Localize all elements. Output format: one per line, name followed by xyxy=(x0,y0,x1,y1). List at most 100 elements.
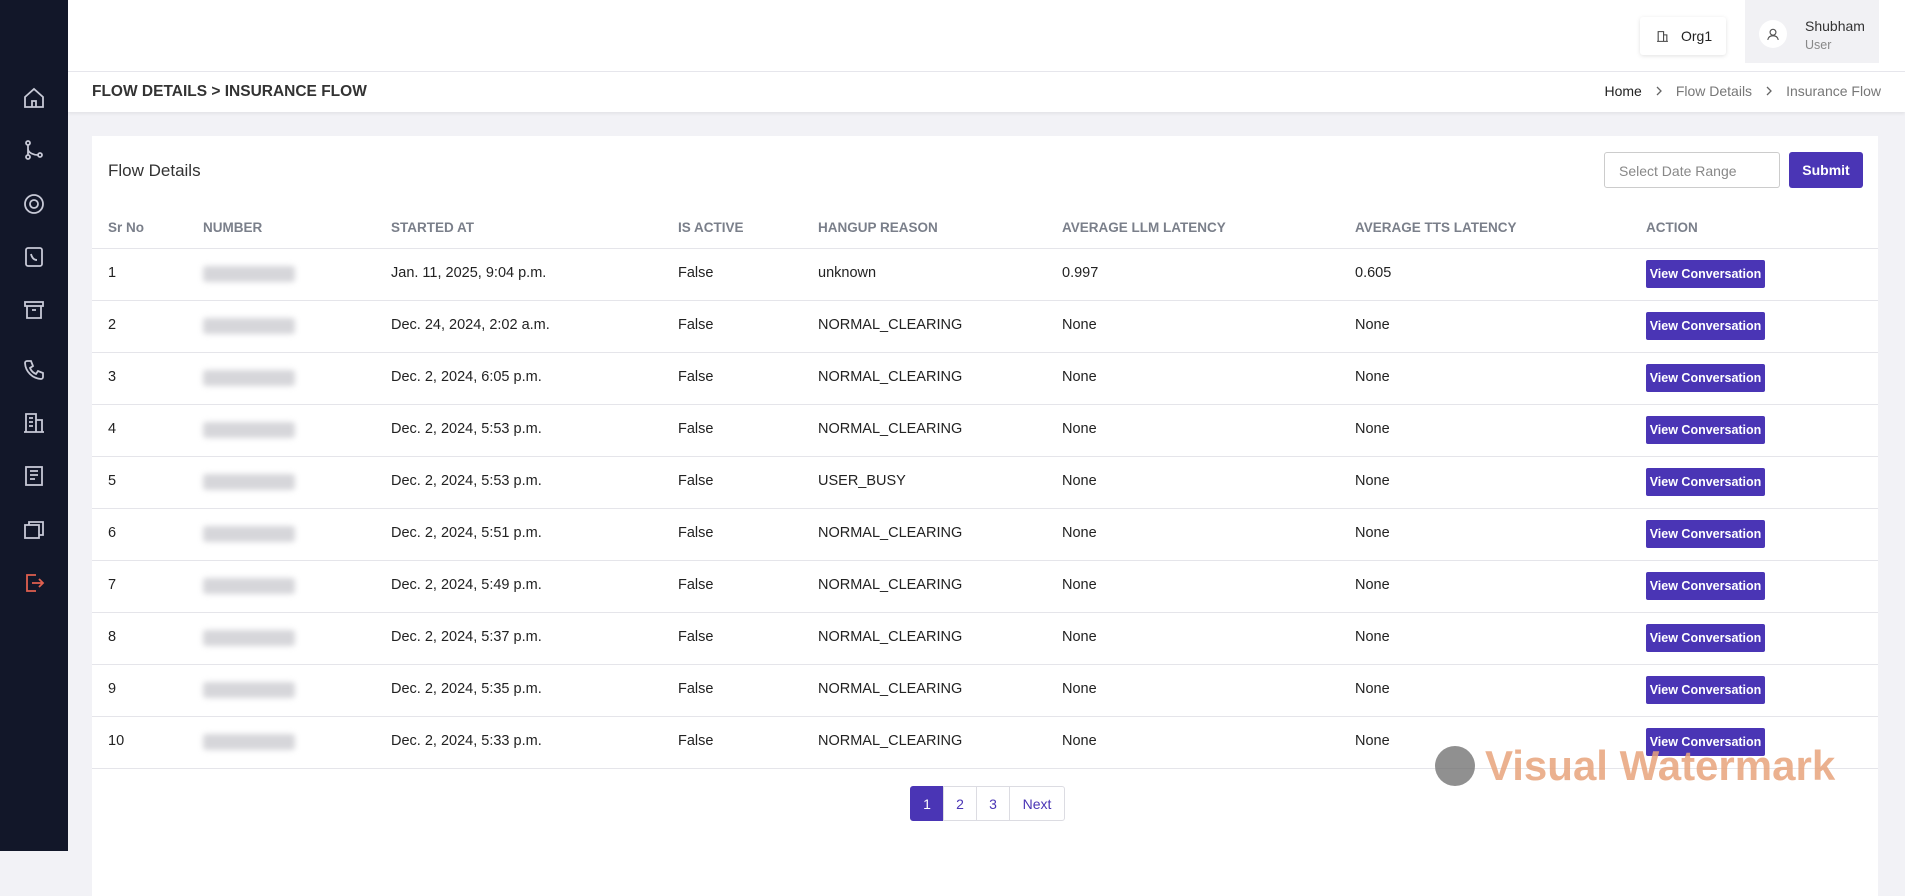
table-cell: 9 xyxy=(108,681,117,697)
watermark-text: Visual Watermark xyxy=(1485,742,1836,789)
table-cell: None xyxy=(1355,629,1390,645)
redacted-number xyxy=(203,734,295,750)
phone-icon[interactable] xyxy=(22,358,46,382)
view-conversation-button[interactable]: View Conversation xyxy=(1646,728,1765,756)
table-cell: 0.605 xyxy=(1355,265,1392,281)
breadcrumb-item: Insurance Flow xyxy=(1786,83,1881,99)
redacted-number xyxy=(203,318,295,334)
breadcrumb: Home Flow Details Insurance Flow xyxy=(1604,83,1881,99)
redacted-number xyxy=(203,474,295,490)
breadcrumb-separator xyxy=(1766,86,1772,96)
table-cell: 8 xyxy=(108,629,117,645)
table-cell: 6 xyxy=(108,525,117,541)
org-icon[interactable] xyxy=(22,411,46,435)
flow-icon[interactable] xyxy=(22,138,46,162)
column-header: AVERAGE LLM LATENCY xyxy=(1062,220,1226,235)
view-conversation-button[interactable]: View Conversation xyxy=(1646,312,1765,340)
table-cell: False xyxy=(678,317,714,333)
table-cell: None xyxy=(1355,733,1390,749)
archive-icon[interactable] xyxy=(22,298,46,322)
user-name: Shubham xyxy=(1805,18,1865,34)
next-button[interactable]: Next xyxy=(1009,786,1065,821)
logout-icon[interactable] xyxy=(22,571,46,595)
date-range-input[interactable]: Select Date Range xyxy=(1604,152,1780,188)
table-cell: None xyxy=(1355,681,1390,697)
flow-table: Sr No NUMBER STARTED AT IS ACTIVE HANGUP REA… xyxy=(92,136,1878,836)
page-title: FLOW DETAILS > INSURANCE FLOW xyxy=(92,83,367,100)
redacted-number xyxy=(203,370,295,386)
table-cell: Dec. 2, 2024, 5:37 p.m. xyxy=(391,629,542,645)
user-menu[interactable]: Shubham User xyxy=(1745,0,1879,63)
row-divider xyxy=(92,664,1878,665)
table-cell: USER_BUSY xyxy=(818,473,906,489)
files-icon[interactable] xyxy=(22,518,46,542)
table-cell: False xyxy=(678,681,714,697)
table-cell: False xyxy=(678,369,714,385)
table-cell: Jan. 11, 2025, 9:04 p.m. xyxy=(391,265,547,281)
row-divider xyxy=(92,404,1878,405)
avatar xyxy=(1759,20,1787,48)
table-cell: NORMAL_CLEARING xyxy=(818,369,963,385)
view-conversation-button[interactable]: View Conversation xyxy=(1646,468,1765,496)
table-cell: None xyxy=(1355,369,1390,385)
page-button[interactable]: 1 xyxy=(910,786,944,821)
table-cell: None xyxy=(1062,421,1097,437)
redacted-number xyxy=(203,682,295,698)
table-cell: 3 xyxy=(108,369,117,385)
ledger-icon[interactable] xyxy=(22,464,46,488)
view-conversation-button[interactable]: View Conversation xyxy=(1646,364,1765,392)
table-cell: NORMAL_CLEARING xyxy=(818,733,963,749)
page-button[interactable]: 2 xyxy=(943,786,977,821)
table-cell: None xyxy=(1062,317,1097,333)
table-cell: NORMAL_CLEARING xyxy=(818,629,963,645)
view-conversation-button[interactable]: View Conversation xyxy=(1646,416,1765,444)
row-divider xyxy=(92,352,1878,353)
view-conversation-button[interactable]: View Conversation xyxy=(1646,260,1765,288)
table-cell: False xyxy=(678,421,714,437)
watermark: Visual Watermark xyxy=(1435,742,1835,790)
support-icon[interactable] xyxy=(22,192,46,216)
view-conversation-button[interactable]: View Conversation xyxy=(1646,572,1765,600)
view-conversation-button[interactable]: View Conversation xyxy=(1646,624,1765,652)
table-cell: None xyxy=(1062,369,1097,385)
column-header: ACTION xyxy=(1646,220,1698,235)
home-icon[interactable] xyxy=(22,86,46,110)
column-header: AVERAGE TTS LATENCY xyxy=(1355,220,1517,235)
submit-button[interactable]: Submit xyxy=(1789,152,1863,188)
table-cell: Dec. 24, 2024, 2:02 a.m. xyxy=(391,317,550,333)
view-conversation-button[interactable]: View Conversation xyxy=(1646,676,1765,704)
table-cell: Dec. 2, 2024, 5:35 p.m. xyxy=(391,681,542,697)
table-cell: None xyxy=(1355,473,1390,489)
top-bar: Org1 Shubham User xyxy=(68,0,1905,72)
breadcrumb-item[interactable]: Flow Details xyxy=(1675,83,1753,99)
view-conversation-button[interactable]: View Conversation xyxy=(1646,520,1765,548)
table-cell: 1 xyxy=(108,265,117,281)
user-icon xyxy=(1767,28,1779,40)
table-cell: False xyxy=(678,473,714,489)
page-button[interactable]: 3 xyxy=(976,786,1010,821)
org-name: Org1 xyxy=(1681,28,1713,44)
org-button[interactable]: Org1 xyxy=(1640,17,1726,55)
table-cell: NORMAL_CLEARING xyxy=(818,525,963,541)
table-cell: unknown xyxy=(818,265,877,281)
row-divider xyxy=(92,456,1878,457)
table-cell: None xyxy=(1355,421,1390,437)
table-cell: None xyxy=(1062,629,1097,645)
table-cell: None xyxy=(1062,733,1097,749)
row-divider xyxy=(92,300,1878,301)
table-cell: None xyxy=(1062,473,1097,489)
column-header: HANGUP REASON xyxy=(818,220,938,235)
table-cell: Dec. 2, 2024, 5:51 p.m. xyxy=(391,525,542,541)
breadcrumb-bar: FLOW DETAILS > INSURANCE FLOW Home Flow D… xyxy=(68,72,1905,112)
table-cell: 4 xyxy=(108,421,117,437)
table-cell: False xyxy=(678,733,714,749)
table-cell: Dec. 2, 2024, 5:53 p.m. xyxy=(391,473,542,489)
phone-book-icon[interactable] xyxy=(22,245,46,269)
pagination: 1 2 3 Next xyxy=(910,786,1065,821)
table-cell: Dec. 2, 2024, 5:53 p.m. xyxy=(391,421,542,437)
breadcrumb-item[interactable]: Home xyxy=(1604,83,1642,99)
table-cell: NORMAL_CLEARING xyxy=(818,421,963,437)
table-cell: 10 xyxy=(108,733,125,749)
row-divider xyxy=(92,248,1878,249)
